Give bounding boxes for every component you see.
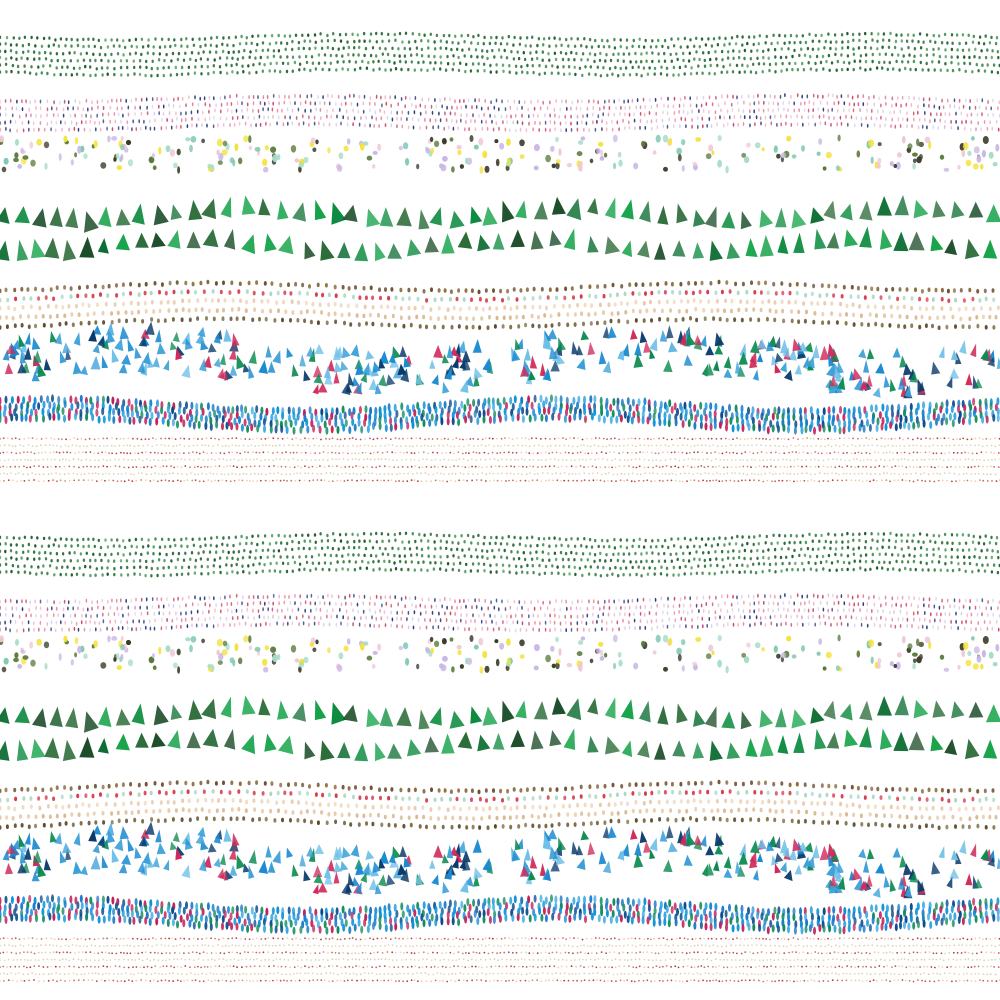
background	[0, 0, 1000, 1000]
page: (() => { const svgNS = 'http://www.w3.or…	[0, 0, 1000, 1000]
pattern	[0, 0, 1000, 1000]
